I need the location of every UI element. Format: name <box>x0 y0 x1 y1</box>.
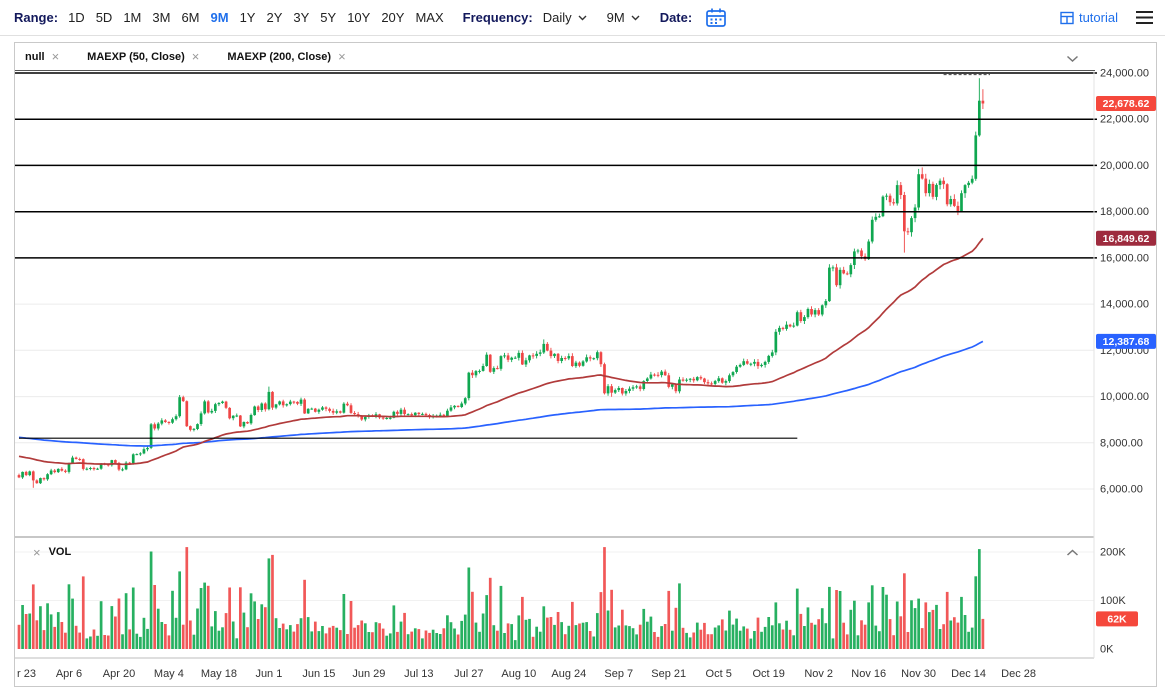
candles-layer <box>17 78 985 488</box>
toolbar-right: tutorial <box>1060 10 1165 25</box>
chevron-down-icon <box>578 15 587 20</box>
svg-text:10,000.00: 10,000.00 <box>1100 391 1149 403</box>
svg-text:24,000.00: 24,000.00 <box>1100 68 1149 80</box>
svg-text:Jun 1: Jun 1 <box>255 668 282 680</box>
price-badge: 22,678.62 <box>1096 96 1156 111</box>
legend-item: MAEXP (200, Close) × <box>227 50 345 63</box>
svg-text:200K: 200K <box>1100 547 1126 559</box>
svg-text:Sep 7: Sep 7 <box>604 668 633 680</box>
range-option-1y[interactable]: 1Y <box>239 10 256 25</box>
price-badge: 16,849.62 <box>1096 230 1156 246</box>
tutorial-label: tutorial <box>1078 10 1118 25</box>
svg-text:Dec 14: Dec 14 <box>951 668 986 680</box>
hamburger-menu-button[interactable] <box>1136 11 1153 24</box>
period-value: 9M <box>606 10 625 25</box>
svg-text:Oct 5: Oct 5 <box>706 668 732 680</box>
ema200-line <box>18 340 984 447</box>
volume-pane-label: VOL <box>48 546 72 558</box>
chart-card: 24,000.00 22,000.00 20,000.00 18,000.00 16,0… <box>14 42 1157 687</box>
range-options: 1D 5D 1M 3M 6M 9M 1Y 2Y 3Y 5Y 10Y 20Y MAX <box>68 10 455 25</box>
svg-text:Oct 19: Oct 19 <box>752 668 784 680</box>
range-option-1d[interactable]: 1D <box>68 10 85 25</box>
range-option-2y[interactable]: 2Y <box>266 10 283 25</box>
date-label: Date: <box>659 10 693 25</box>
level-lines <box>15 72 1156 439</box>
range-option-5d[interactable]: 5D <box>95 10 113 25</box>
hamburger-icon <box>1136 11 1153 24</box>
range-option-20y[interactable]: 20Y <box>381 10 405 25</box>
chevron-down-icon <box>631 15 640 20</box>
toolbar: Range: 1D 5D 1M 3M 6M 9M 1Y 2Y 3Y 5Y 10Y 20Y MAX Fre… <box>0 0 1165 36</box>
svg-text:6,000.00: 6,000.00 <box>1100 484 1143 496</box>
svg-text:Jul 13: Jul 13 <box>404 668 433 680</box>
calendar-button[interactable] <box>704 7 728 29</box>
svg-text:16,849.62: 16,849.62 <box>1103 233 1150 245</box>
close-icon[interactable]: × <box>33 544 41 560</box>
svg-text:May 4: May 4 <box>154 668 184 680</box>
date-axis-labels: r 23 Apr 6 Apr 20 May 4 May 18 Jun 1 Jun 15 Jun… <box>17 668 1036 680</box>
chevron-down-icon[interactable] <box>1066 51 1079 66</box>
svg-text:Apr 20: Apr 20 <box>103 668 135 680</box>
range-option-3y[interactable]: 3Y <box>293 10 310 25</box>
range-label: Range: <box>14 10 59 25</box>
range-option-3m[interactable]: 3M <box>152 10 171 25</box>
chevron-up-icon[interactable] <box>1066 545 1079 560</box>
volume-pane-header: × VOL <box>15 544 71 560</box>
chart-legend: null × MAEXP (50, Close) × MAEXP (200, Close… <box>15 43 1095 71</box>
svg-text:20,000.00: 20,000.00 <box>1100 160 1149 172</box>
volume-badge: 62K <box>1096 611 1138 627</box>
svg-text:Jul 27: Jul 27 <box>454 668 483 680</box>
frequency-select[interactable]: Daily <box>543 10 587 25</box>
chart-area[interactable]: 24,000.00 22,000.00 20,000.00 18,000.00 16,0… <box>15 43 1156 686</box>
svg-text:May 18: May 18 <box>201 668 237 680</box>
range-option-10y[interactable]: 10Y <box>347 10 371 25</box>
legend-item-label: MAEXP (200, Close) <box>227 50 332 63</box>
svg-text:Dec 28: Dec 28 <box>1001 668 1036 680</box>
svg-text:r 23: r 23 <box>17 668 36 680</box>
svg-text:Nov 2: Nov 2 <box>804 668 833 680</box>
svg-text:Aug 10: Aug 10 <box>501 668 536 680</box>
legend-item-label: MAEXP (50, Close) <box>87 50 185 63</box>
svg-text:Aug 24: Aug 24 <box>551 668 586 680</box>
svg-text:Jun 15: Jun 15 <box>302 668 335 680</box>
frequency-label: Frequency: <box>462 10 533 25</box>
price-badge: 12,387.68 <box>1096 333 1156 349</box>
table-grid-icon <box>1060 11 1074 24</box>
svg-text:Jun 29: Jun 29 <box>352 668 385 680</box>
svg-text:14,000.00: 14,000.00 <box>1100 299 1149 311</box>
svg-text:12,387.68: 12,387.68 <box>1103 336 1150 348</box>
legend-item: null × <box>25 50 59 63</box>
volume-bars <box>17 547 985 650</box>
close-icon[interactable]: × <box>191 49 200 64</box>
svg-text:Nov 30: Nov 30 <box>901 668 936 680</box>
range-option-6m[interactable]: 6M <box>181 10 200 25</box>
price-axis-labels: 24,000.00 22,000.00 20,000.00 18,000.00 16,0… <box>1097 66 1156 496</box>
calendar-icon <box>706 8 727 27</box>
svg-text:16,000.00: 16,000.00 <box>1100 252 1149 264</box>
svg-text:62K: 62K <box>1107 613 1127 625</box>
svg-text:22,000.00: 22,000.00 <box>1100 114 1149 126</box>
volume-axis-labels: 200K 100K 0K <box>1100 547 1126 656</box>
svg-text:100K: 100K <box>1100 595 1126 607</box>
close-icon[interactable]: × <box>51 49 60 64</box>
frequency-value: Daily <box>542 10 572 25</box>
range-option-1m[interactable]: 1M <box>123 10 142 25</box>
svg-text:18,000.00: 18,000.00 <box>1100 206 1149 218</box>
range-option-5y[interactable]: 5Y <box>320 10 337 25</box>
ema50-line <box>18 237 984 466</box>
close-icon[interactable]: × <box>338 49 346 64</box>
legend-item: MAEXP (50, Close) × <box>87 50 199 63</box>
range-option-max[interactable]: MAX <box>415 10 444 25</box>
period-select[interactable]: 9M <box>607 10 640 25</box>
svg-text:0K: 0K <box>1100 644 1114 656</box>
svg-text:22,678.62: 22,678.62 <box>1103 98 1150 110</box>
svg-text:Sep 21: Sep 21 <box>651 668 686 680</box>
svg-text:8,000.00: 8,000.00 <box>1100 437 1143 449</box>
range-option-9m[interactable]: 9M <box>210 10 229 25</box>
svg-text:Nov 16: Nov 16 <box>851 668 886 680</box>
tutorial-link[interactable]: tutorial <box>1060 10 1118 25</box>
legend-item-label: null <box>25 50 45 63</box>
svg-text:Apr 6: Apr 6 <box>56 668 82 680</box>
